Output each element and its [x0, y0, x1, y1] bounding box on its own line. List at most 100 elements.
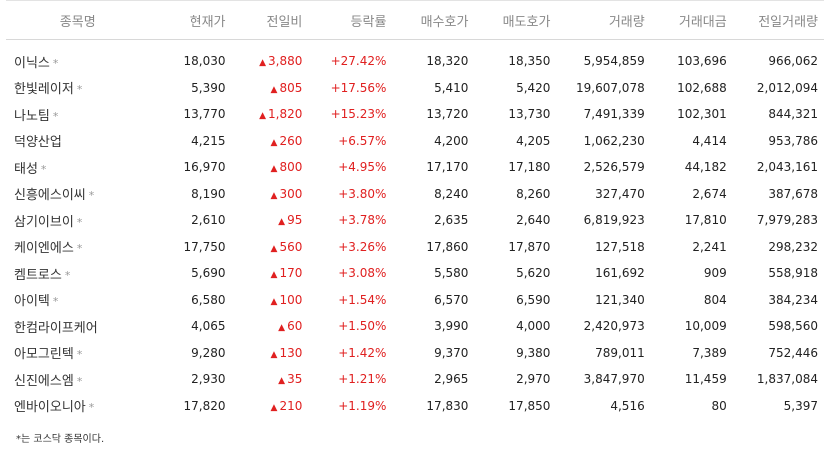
- up-triangle-icon: ▲: [270, 164, 278, 175]
- change-cell: ▲ 260: [232, 128, 309, 155]
- table-row: 엔바이오니아 * 17,820 ▲ 210 +1.19% 17,830 17,850 4,516…: [6, 393, 824, 420]
- price-cell: 17,820: [183, 398, 226, 413]
- stock-name-link[interactable]: 한빛레이저: [14, 82, 74, 98]
- amount-cell: 80: [711, 398, 727, 413]
- change-cell: ▲ 210: [232, 393, 309, 420]
- rate-cell: +1.19%: [338, 398, 387, 413]
- volume-cell: 2,526,579: [583, 160, 645, 175]
- bid-cell: 8,240: [434, 186, 469, 201]
- header-amount[interactable]: 거래대금: [650, 0, 733, 40]
- stock-name-link[interactable]: 신진에스엠: [14, 373, 74, 389]
- kosdaq-marker: *: [76, 374, 83, 388]
- table-row: 케이엔에스 * 17,750 ▲ 560 +3.26% 17,860 17,870 127,51…: [6, 234, 824, 261]
- volume-cell: 127,518: [595, 239, 645, 254]
- rate-cell: +1.50%: [338, 319, 387, 334]
- rate-cell: +3.80%: [338, 186, 387, 201]
- stock-name-link[interactable]: 덕양산업: [14, 135, 62, 151]
- volume-cell: 121,340: [595, 292, 645, 307]
- prev-volume-cell: 5,397: [783, 398, 818, 413]
- stock-name-link[interactable]: 아모그린텍: [14, 347, 74, 363]
- up-triangle-icon: ▲: [270, 137, 278, 148]
- ask-cell: 2,640: [516, 213, 551, 228]
- change-cell: ▲ 300: [232, 181, 309, 208]
- header-rate[interactable]: 등락률: [308, 0, 393, 40]
- kosdaq-marker: *: [76, 348, 83, 362]
- stock-name-link[interactable]: 엔바이오니아: [14, 400, 86, 416]
- stock-name-link[interactable]: 태성: [14, 161, 38, 177]
- stock-name-cell: 켐트로스 *: [6, 260, 150, 287]
- table-row: 켐트로스 * 5,690 ▲ 170 +3.08% 5,580 5,620 161,692 909…: [6, 260, 824, 287]
- stock-name-cell: 아이텍 *: [6, 287, 150, 314]
- stock-name-cell: 덕양산업: [6, 128, 150, 155]
- bid-cell: 2,635: [434, 213, 469, 228]
- change-value: 805: [279, 80, 303, 95]
- header-change[interactable]: 전일비: [231, 0, 309, 40]
- price-cell: 4,065: [191, 319, 226, 334]
- stock-name-link[interactable]: 삼기이브이: [14, 214, 74, 230]
- kosdaq-marker: *: [88, 189, 95, 203]
- bid-cell: 13,720: [426, 107, 469, 122]
- price-cell: 2,930: [191, 372, 226, 387]
- change-value: 35: [287, 372, 303, 387]
- rate-cell: +27.42%: [330, 54, 387, 69]
- up-triangle-icon: ▲: [270, 190, 278, 201]
- volume-cell: 3,847,970: [583, 372, 645, 387]
- bid-cell: 5,580: [434, 266, 469, 281]
- kosdaq-marker: *: [64, 268, 71, 282]
- price-cell: 5,690: [191, 266, 226, 281]
- price-cell: 17,750: [183, 239, 226, 254]
- stock-name-link[interactable]: 한컴라이프케어: [14, 320, 98, 336]
- header-ask[interactable]: 매도호가: [474, 0, 557, 40]
- up-triangle-icon: ▲: [278, 217, 286, 228]
- change-value: 3,880: [268, 54, 303, 69]
- amount-cell: 102,301: [677, 107, 727, 122]
- prev-volume-cell: 2,012,094: [756, 80, 818, 95]
- ask-cell: 17,850: [508, 398, 551, 413]
- up-triangle-icon: ▲: [278, 323, 286, 334]
- change-value: 170: [279, 266, 303, 281]
- change-value: 100: [279, 292, 303, 307]
- ask-cell: 13,730: [508, 107, 551, 122]
- change-cell: ▲ 560: [232, 234, 309, 261]
- stock-name-link[interactable]: 신흥에스이씨: [14, 188, 86, 204]
- table-row: 이닉스 * 18,030 ▲ 3,880 +27.42% 18,320 18,350 5,954…: [6, 48, 824, 75]
- kosdaq-marker: *: [76, 83, 83, 97]
- change-cell: ▲ 130: [232, 340, 309, 367]
- header-bid[interactable]: 매수호가: [392, 0, 475, 40]
- spacer-cell: [6, 40, 824, 49]
- up-triangle-icon: ▲: [270, 243, 278, 254]
- change-cell: ▲ 60: [232, 313, 309, 340]
- amount-cell: 7,389: [692, 345, 727, 360]
- table-row: 삼기이브이 * 2,610 ▲ 95 +3.78% 2,635 2,640 6,819,923 1…: [6, 207, 824, 234]
- change-cell: ▲ 95: [232, 207, 309, 234]
- stock-name-cell: 아모그린텍 *: [6, 340, 150, 367]
- top-gainers-table: 종목명 현재가 전일비 등락률 매수호가 매도호가 거래량 거래대금 전일거래량…: [6, 0, 824, 419]
- amount-cell: 909: [703, 266, 727, 281]
- kosdaq-marker: *: [88, 401, 95, 415]
- amount-cell: 2,241: [692, 239, 727, 254]
- price-cell: 2,610: [191, 213, 226, 228]
- prev-volume-cell: 966,062: [768, 54, 818, 69]
- table-header-row: 종목명 현재가 전일비 등락률 매수호가 매도호가 거래량 거래대금 전일거래량: [6, 0, 824, 40]
- header-volume[interactable]: 거래량: [556, 0, 651, 40]
- header-price[interactable]: 현재가: [149, 0, 232, 40]
- change-cell: ▲ 805: [232, 75, 309, 102]
- price-cell: 8,190: [191, 186, 226, 201]
- stock-name-link[interactable]: 켐트로스: [14, 267, 62, 283]
- stock-name-link[interactable]: 아이텍: [14, 294, 50, 310]
- volume-cell: 4,516: [610, 398, 645, 413]
- change-cell: ▲ 35: [232, 366, 309, 393]
- stock-name-cell: 한빛레이저 *: [6, 75, 150, 102]
- bid-cell: 2,965: [434, 372, 469, 387]
- ask-cell: 4,000: [516, 319, 551, 334]
- price-cell: 5,390: [191, 80, 226, 95]
- stock-name-link[interactable]: 케이엔에스: [14, 241, 74, 257]
- stock-name-link[interactable]: 나노팀: [14, 108, 50, 124]
- change-value: 95: [287, 213, 303, 228]
- stock-name-link[interactable]: 이닉스: [14, 55, 50, 71]
- rate-cell: +4.95%: [338, 160, 387, 175]
- change-cell: ▲ 800: [232, 154, 309, 181]
- header-prev-volume[interactable]: 전일거래량: [732, 0, 824, 40]
- up-triangle-icon: ▲: [259, 111, 267, 122]
- header-name[interactable]: 종목명: [6, 0, 150, 40]
